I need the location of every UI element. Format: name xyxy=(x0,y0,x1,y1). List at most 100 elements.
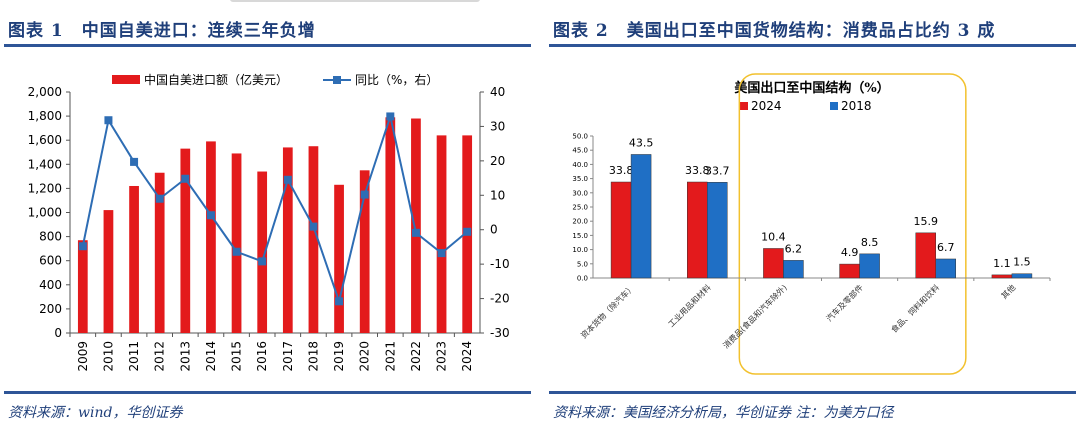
y-tick-label: 10.0 xyxy=(572,246,588,254)
y-tick-label: 35.0 xyxy=(572,175,588,183)
bar-import-2010 xyxy=(103,210,114,333)
chart-import-trend: 中国自美进口额（亿美元） 同比（%，右）02004006008001,0001,2… xyxy=(28,72,510,372)
x-tick-label: 2010 xyxy=(101,341,115,372)
y-tick-label-right: -30 xyxy=(490,326,510,340)
point-yoy-2015 xyxy=(232,247,241,256)
bar-2024-4 xyxy=(915,232,936,279)
bar-2018-3 xyxy=(859,253,880,279)
y-tick-label-left: 400 xyxy=(39,278,62,292)
x-tick-label: 2020 xyxy=(358,341,372,372)
y-tick-label-right: 20 xyxy=(490,154,505,168)
y-tick-label-right: 0 xyxy=(490,223,498,237)
x-tick-label: 2013 xyxy=(178,341,192,372)
y-tick-label: 25.0 xyxy=(572,204,588,212)
data-label-2018: 1.5 xyxy=(1013,256,1031,269)
data-label-2024: 4.9 xyxy=(841,246,859,259)
y-tick-label: 50.0 xyxy=(572,133,588,141)
data-label-2024: 10.4 xyxy=(761,230,786,243)
bar-import-2009 xyxy=(77,240,88,333)
bar-2024-5 xyxy=(991,274,1013,279)
point-yoy-2014 xyxy=(206,211,215,220)
cropped-header-strip xyxy=(230,0,480,2)
x-tick-label: 2023 xyxy=(435,341,449,372)
data-label-2024: 1.1 xyxy=(993,257,1011,270)
x-tick-label: 2015 xyxy=(230,341,244,372)
chart-title: 美国出口至中国结构（%） xyxy=(734,80,889,96)
y-tick-label: 30.0 xyxy=(572,189,588,197)
legend-label-yoy: 同比（%，右） xyxy=(355,72,438,87)
x-tick-label: 资本货物（除汽车） xyxy=(579,282,637,340)
bar-import-2018 xyxy=(308,146,319,333)
x-tick-label: 2018 xyxy=(306,341,320,372)
legend-label-2024: 2024 xyxy=(751,99,782,113)
x-tick-label: 2021 xyxy=(383,341,397,372)
figure-title: 图表 2 美国出口至中国货物结构：消费品占比约 3 成 xyxy=(553,21,996,41)
figure-title: 图表 1 中国自美进口：连续三年负增 xyxy=(8,21,316,41)
y-tick-label-right: 40 xyxy=(490,85,505,99)
point-yoy-2022 xyxy=(411,228,420,237)
data-label-2018: 43.5 xyxy=(629,136,654,149)
source-rule xyxy=(549,391,1076,394)
y-tick-label: 40.0 xyxy=(572,161,588,169)
point-yoy-2012 xyxy=(155,194,164,203)
y-tick-label: 15.0 xyxy=(572,232,588,240)
bar-2018-5 xyxy=(1011,273,1033,279)
point-yoy-2017 xyxy=(283,175,292,184)
y-tick-label: 45.0 xyxy=(572,147,588,155)
y-tick-label-left: 1,600 xyxy=(28,133,62,147)
legend-swatch-import xyxy=(112,75,140,84)
point-yoy-2019 xyxy=(335,297,344,306)
x-tick-label: 食品、饲料和饮料 xyxy=(889,282,941,334)
point-yoy-2024 xyxy=(463,227,472,236)
point-yoy-2013 xyxy=(181,174,190,183)
x-tick-label: 工业用品和材料 xyxy=(666,282,713,329)
y-tick-label-left: 1,000 xyxy=(28,206,62,220)
bar-import-2015 xyxy=(231,153,242,333)
y-tick-label-right: 30 xyxy=(490,119,505,133)
highlight-box xyxy=(738,73,967,375)
y-tick-label-left: 200 xyxy=(39,302,62,316)
point-yoy-2021 xyxy=(386,112,395,121)
chart-export-structure: 美国出口至中国结构（%） 2024 2018 0.0 5.0 10.0 15.0 20.0 25… xyxy=(572,73,1051,375)
bar-import-2019 xyxy=(334,184,344,333)
bar-2024-2 xyxy=(763,248,784,279)
y-tick-label-left: 800 xyxy=(39,230,62,244)
y-tick-label-right: -20 xyxy=(490,292,510,306)
y-tick-label: 0.0 xyxy=(577,275,588,283)
title-rule xyxy=(4,44,531,47)
x-tick-label: 2019 xyxy=(332,341,346,372)
x-tick-label: 汽车及零部件 xyxy=(824,282,865,323)
point-yoy-2011 xyxy=(130,157,139,166)
bar-import-2022 xyxy=(411,118,421,333)
bar-import-2023 xyxy=(436,135,447,333)
bar-import-2021 xyxy=(385,117,396,334)
data-label-2024: 33.8 xyxy=(685,164,710,177)
bar-import-2017 xyxy=(282,147,293,333)
x-tick-label: 2022 xyxy=(409,341,423,372)
bar-2024-0 xyxy=(610,181,632,279)
x-tick-label: 2017 xyxy=(281,341,295,372)
data-label-2018: 8.5 xyxy=(861,236,879,249)
bar-import-2020 xyxy=(359,170,370,333)
x-tick-label: 2024 xyxy=(460,341,474,372)
title-rule xyxy=(549,44,1076,47)
y-tick-label-left: 1,200 xyxy=(28,181,62,195)
x-tick-label: 消费品(食品和汽车除外) xyxy=(721,282,789,350)
point-yoy-2018 xyxy=(309,222,318,231)
data-label-2024: 33.8 xyxy=(609,164,634,177)
bar-import-2013 xyxy=(180,148,191,333)
x-tick-label: 2009 xyxy=(76,341,90,372)
data-label-2024: 15.9 xyxy=(914,215,939,228)
bar-import-2016 xyxy=(257,171,268,333)
legend-marker-yoy xyxy=(333,76,341,84)
y-tick-label-left: 1,800 xyxy=(28,109,62,123)
legend-swatch-2018 xyxy=(830,102,838,110)
y-tick-label-left: 1,400 xyxy=(28,157,62,171)
legend-label-import: 中国自美进口额（亿美元） xyxy=(144,72,288,87)
x-tick-label: 2014 xyxy=(204,341,218,372)
data-label-2018: 33.7 xyxy=(705,164,730,177)
point-yoy-2010 xyxy=(104,116,113,125)
y-tick-label-left: 2,000 xyxy=(28,85,62,99)
legend-label-2018: 2018 xyxy=(841,99,872,113)
figure-panel-left: 图表 1 中国自美进口：连续三年负增 中国自美进口额（亿美元） 同比（%，右） 0 2… xyxy=(0,0,535,438)
